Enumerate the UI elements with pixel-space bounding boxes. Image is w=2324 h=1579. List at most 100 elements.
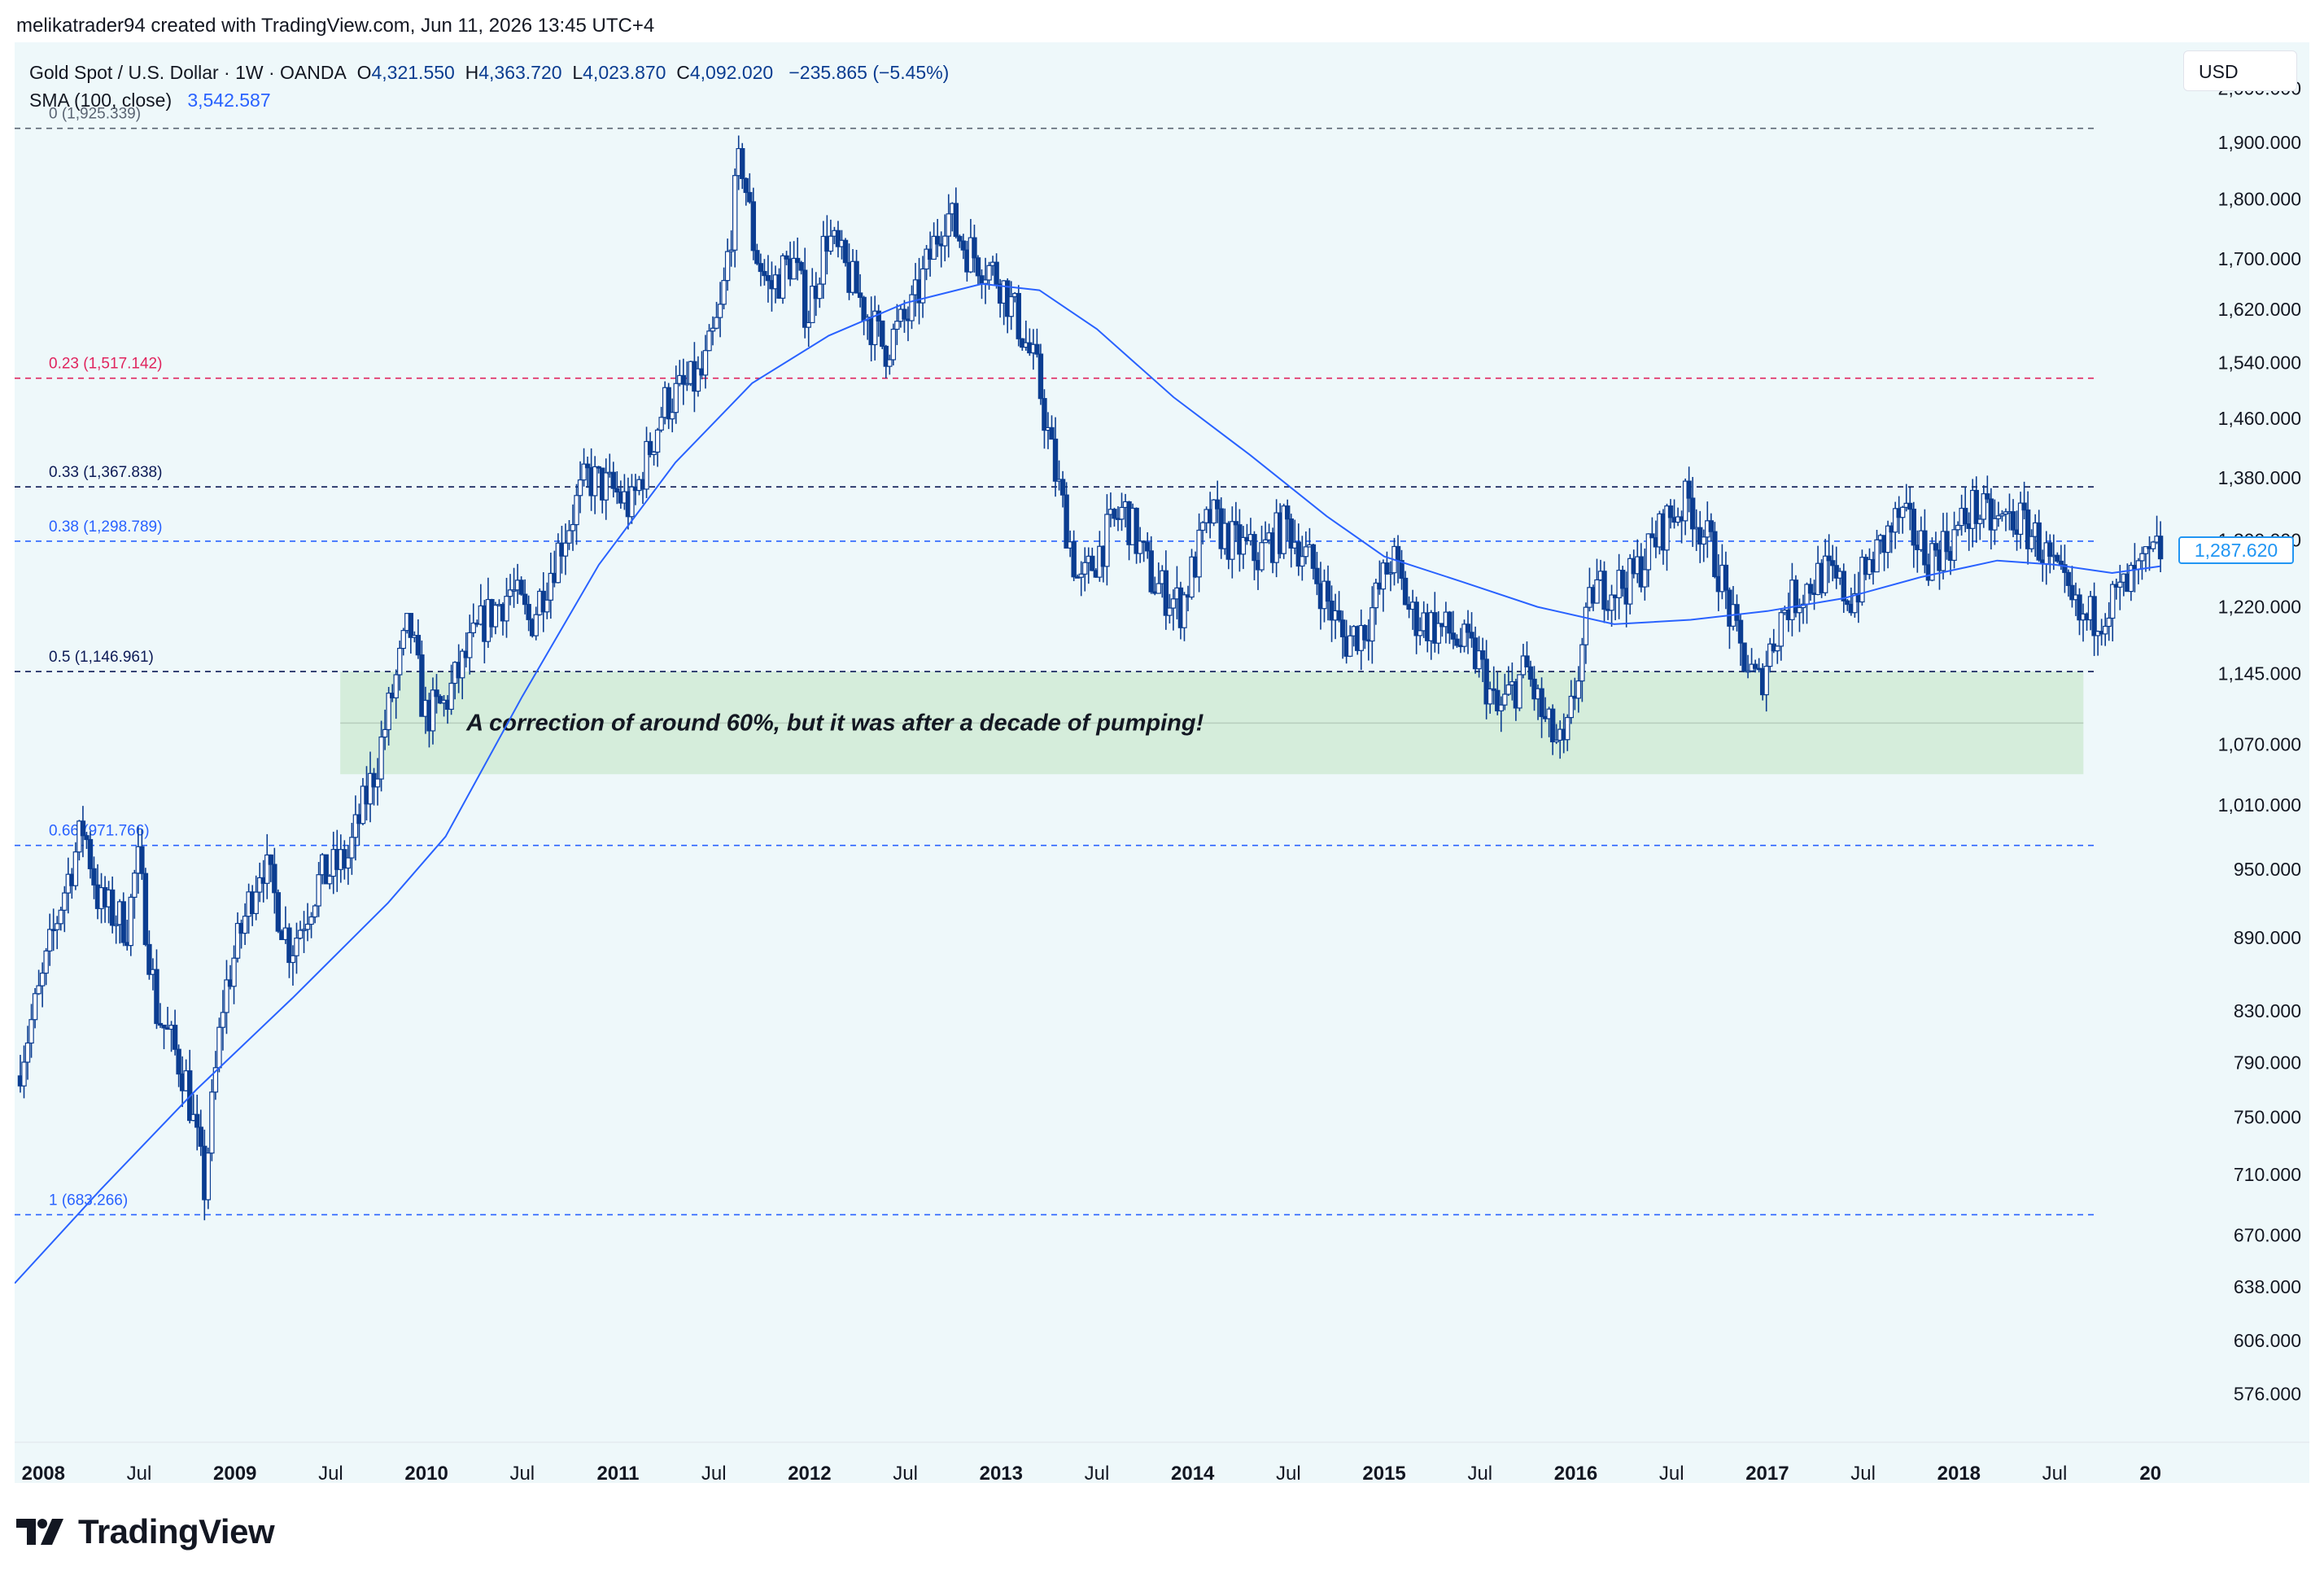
candle-body: [345, 857, 352, 869]
open-label: O: [356, 62, 372, 83]
candle-body: [2091, 596, 2097, 636]
candle-body: [732, 175, 738, 251]
candle-body: [522, 593, 528, 606]
candle-body: [1995, 515, 2002, 519]
candle-body: [76, 820, 82, 853]
candle-body: [603, 472, 609, 501]
candle-body: [234, 922, 241, 959]
candle-body: [1384, 562, 1390, 575]
candle-body: [1763, 666, 1769, 696]
price-tick-label: 1,460.000: [2218, 408, 2301, 429]
time-tick-label: 2011: [596, 1463, 639, 1483]
candle-body: [139, 846, 145, 874]
time-tick-label: Jul: [318, 1463, 343, 1483]
sma-line: [15, 282, 2160, 1284]
time-tick-label: 2010: [404, 1463, 448, 1483]
candle-body: [1491, 688, 1496, 691]
chart-area[interactable]: A correction of around 60%, but it was a…: [15, 42, 2309, 1483]
candle-body: [1985, 493, 1990, 500]
candle-body: [1859, 557, 1865, 603]
candle-body: [872, 310, 878, 346]
candle-body: [2150, 541, 2156, 549]
tradingview-logo[interactable]: TradingView: [16, 1512, 275, 1551]
candle-body: [323, 854, 329, 885]
candle-body: [2025, 509, 2031, 549]
candle-body: [902, 308, 907, 320]
candle-body: [876, 310, 881, 322]
annotation-text[interactable]: A correction of around 60%, but it was a…: [465, 710, 1204, 736]
price-tick-label: 1,010.000: [2218, 794, 2301, 816]
candle-body: [1476, 650, 1482, 670]
candle-body: [1196, 529, 1202, 578]
candle-body: [754, 250, 760, 265]
price-chart[interactable]: A correction of around 60%, but it was a…: [15, 42, 2309, 1483]
candle-body: [1907, 502, 1913, 510]
symbol-title[interactable]: Gold Spot / U.S. Dollar · 1W · OANDA: [29, 62, 347, 83]
candle-body: [1642, 569, 1648, 588]
candle-body: [209, 1091, 215, 1154]
candle-body: [614, 488, 620, 493]
candle-body: [562, 542, 569, 557]
candle-body: [1841, 571, 1846, 601]
candle-body: [120, 901, 126, 943]
candle-body: [301, 929, 307, 931]
candle-body: [400, 630, 406, 650]
fib-retracement[interactable]: 0 (1,925.339) 0.23 (1,517.142) 0.33 (1,367…: [15, 106, 2098, 1216]
candle-body: [1450, 632, 1457, 640]
candle-body: [1064, 494, 1069, 549]
candle-body: [224, 979, 229, 1013]
last-price-label: 1,287.620: [2195, 540, 2278, 561]
candle-body: [817, 283, 823, 300]
candle-body: [857, 292, 863, 298]
candle-body: [1981, 493, 1987, 520]
candle-body: [504, 596, 509, 622]
candle-body: [717, 304, 723, 318]
candle-body: [268, 854, 273, 865]
candle-body: [308, 916, 314, 925]
tradingview-logo-icon: [16, 1519, 63, 1545]
candle-body: [765, 274, 771, 282]
candle-body: [1852, 593, 1858, 614]
candle-body: [360, 785, 366, 824]
correction-zone[interactable]: A correction of around 60%, but it was a…: [340, 671, 2084, 775]
candle-body: [1303, 546, 1309, 558]
candle-body: [2065, 571, 2072, 586]
candle-body: [1712, 531, 1718, 577]
candle-body: [960, 240, 967, 251]
candle-body: [2055, 554, 2060, 562]
candle-body: [1233, 521, 1239, 526]
time-tick-label: 2012: [788, 1463, 831, 1483]
candle-body: [1553, 739, 1559, 742]
candle-body: [1211, 499, 1217, 524]
open-value: 4,321.550: [371, 62, 455, 83]
candle-body: [1008, 295, 1014, 317]
candle-body: [374, 778, 381, 788]
candle-body: [1951, 529, 1957, 562]
price-axis-panel: [2179, 42, 2309, 1483]
candle-body: [1539, 688, 1544, 717]
candle-body: [758, 263, 764, 273]
candle-body: [953, 203, 959, 238]
candle-body: [1288, 518, 1294, 549]
candle-body: [1362, 624, 1368, 641]
candle-body: [670, 412, 675, 420]
candle-body: [419, 654, 425, 717]
candle-body: [1262, 539, 1269, 544]
candle-body: [1465, 623, 1471, 633]
time-axis[interactable]: 2008 Jul 2009 Jul 2010 Jul 2011 Jul 2012 Jul 2013 J…: [22, 1463, 2161, 1483]
candle-body: [1686, 480, 1692, 499]
sma-label[interactable]: SMA (100, close): [29, 90, 173, 111]
candle-body: [32, 993, 38, 1021]
price-tick-label: 1,145.000: [2218, 663, 2301, 684]
candle-body: [2117, 581, 2123, 588]
candle-body: [887, 359, 893, 367]
candle-body: [1042, 398, 1047, 431]
candle-body: [1148, 550, 1154, 593]
candle-body: [349, 837, 355, 859]
candle-body: [434, 689, 439, 698]
candle-body: [154, 969, 159, 1025]
currency-button[interactable]: USD: [2183, 50, 2297, 91]
candle-body: [1038, 353, 1044, 400]
legend-ohlc-row: Gold Spot / U.S. Dollar · 1W · OANDA O4,…: [29, 59, 949, 86]
candle-body: [2106, 617, 2112, 628]
